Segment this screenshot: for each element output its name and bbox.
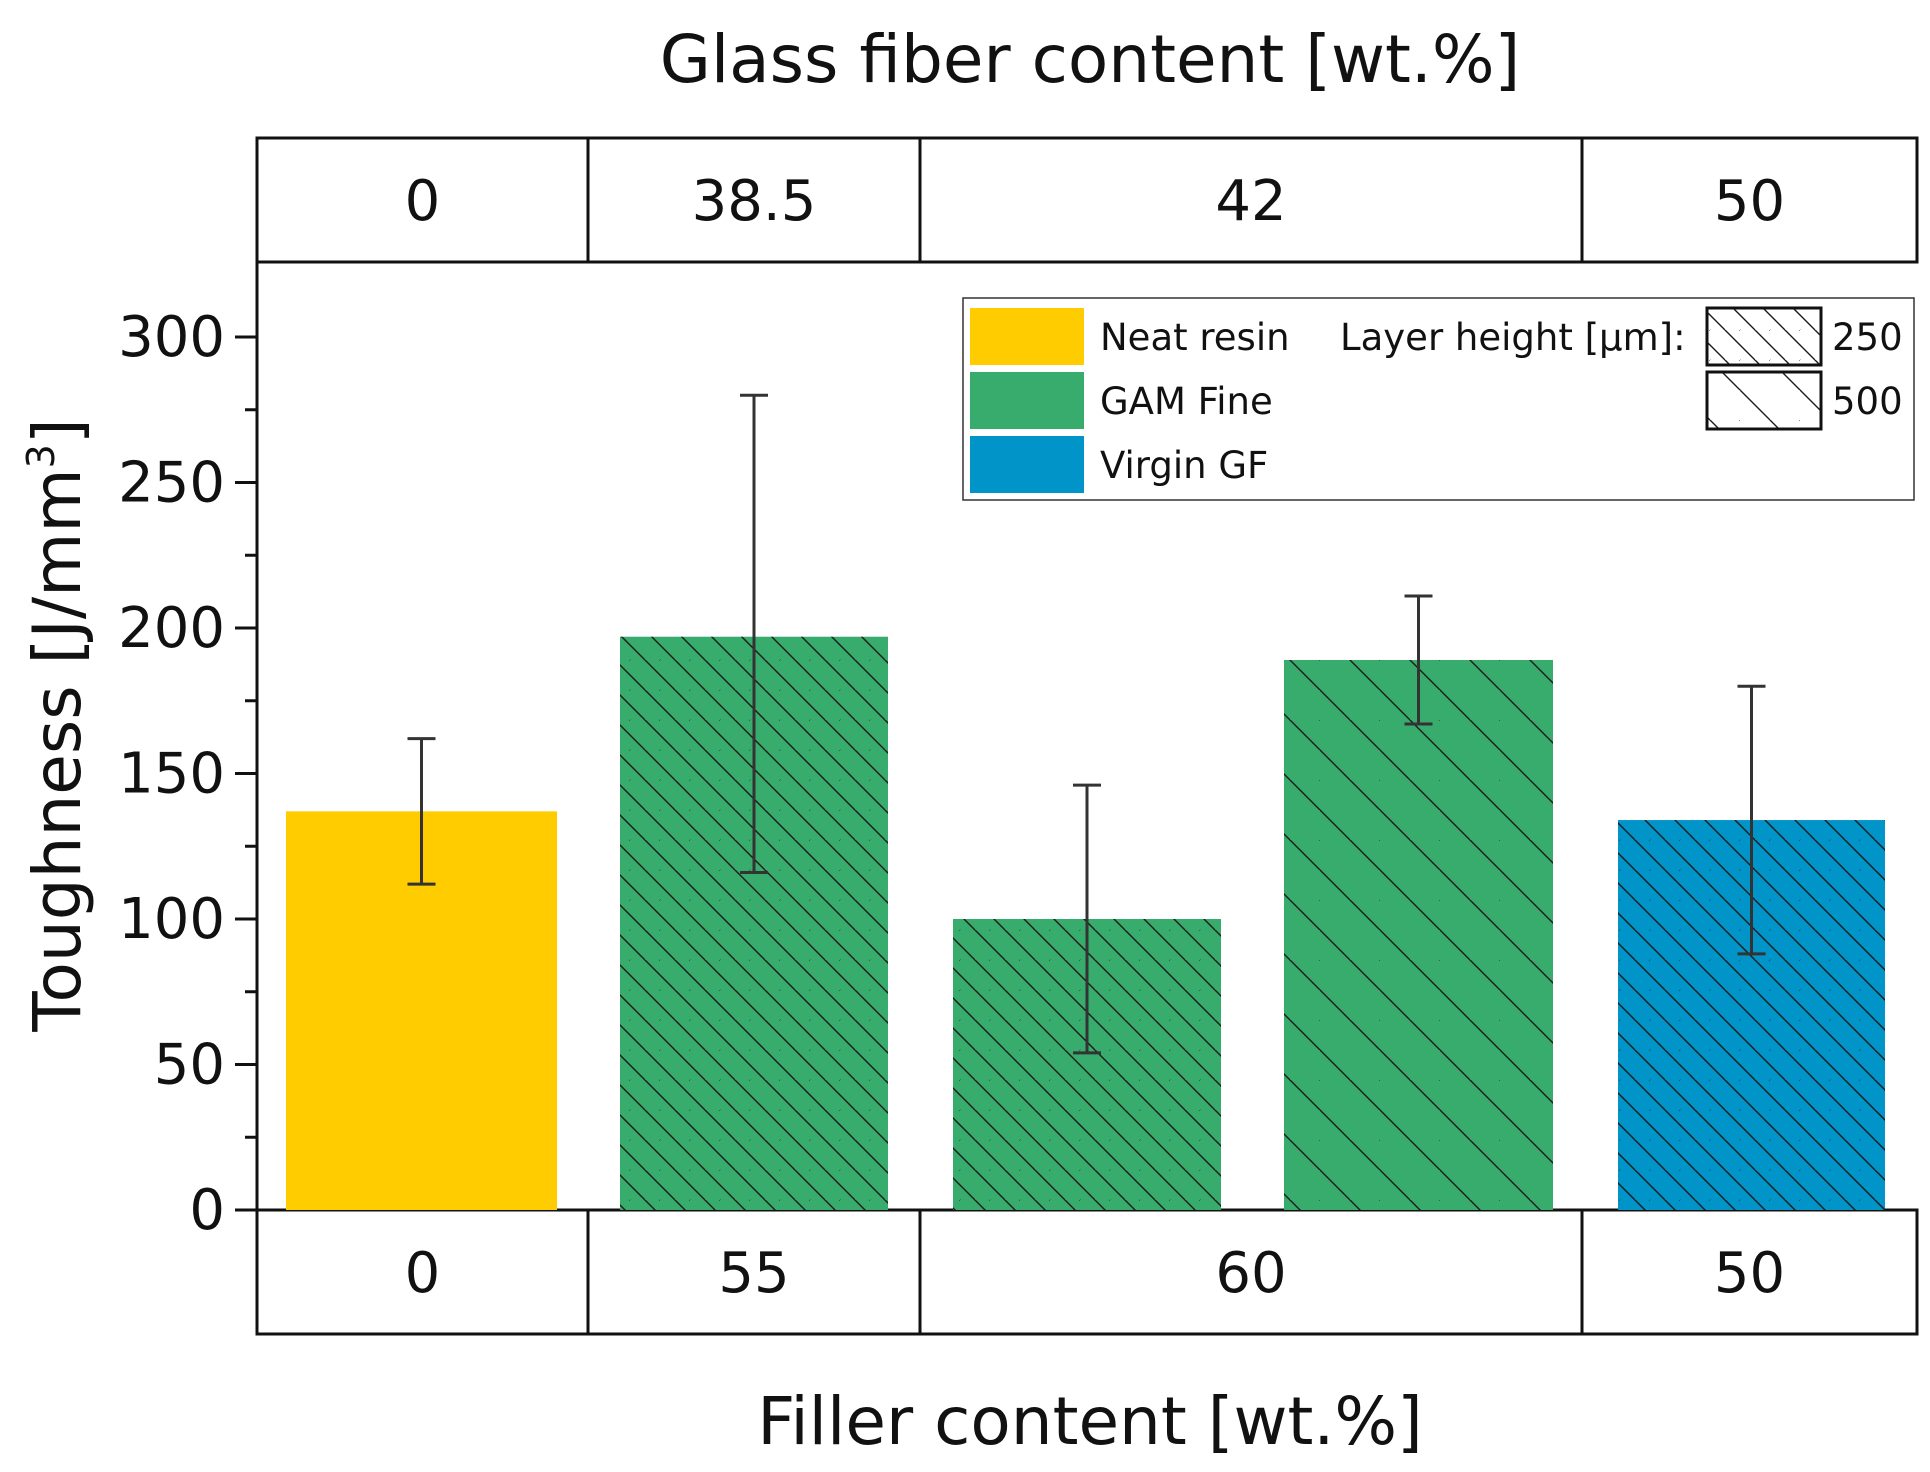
legend-swatch-gam-fine xyxy=(970,372,1084,429)
top-group-label: 50 xyxy=(1714,169,1785,234)
bottom-group-label: 60 xyxy=(1215,1241,1286,1306)
y-tick-label: 0 xyxy=(189,1178,225,1243)
top-group-label: 42 xyxy=(1215,169,1286,234)
top-group-table: 0 38.5 42 50 xyxy=(255,136,1919,264)
legend-label-neat-resin: Neat resin xyxy=(1100,316,1290,359)
y-tick-label: 150 xyxy=(118,742,225,807)
legend-swatch-neat-resin xyxy=(970,308,1084,365)
legend-label-layer-250: 250 xyxy=(1832,316,1903,359)
legend-swatch-virgin-gf xyxy=(970,436,1084,493)
y-tick-label: 50 xyxy=(154,1033,225,1098)
top-table-frame xyxy=(255,136,1919,264)
legend: Neat resin GAM Fine Virgin GF Layer heig… xyxy=(962,297,1915,501)
bars xyxy=(286,636,1885,1210)
y-axis: 0 50 100 150 200 250 300 xyxy=(118,262,259,1243)
bar-hatch xyxy=(1284,660,1553,1210)
bottom-table-frame xyxy=(255,1208,1919,1336)
y-axis-label: Toughness [J/mm3] xyxy=(19,418,96,1032)
legend-swatch-layer-500 xyxy=(1705,370,1823,431)
legend-layer-height-label: Layer height [µm]: xyxy=(1340,316,1686,359)
legend-label-gam-fine: GAM Fine xyxy=(1100,380,1273,423)
y-tick-label: 250 xyxy=(118,451,225,516)
top-axis-title: Glass fiber content [wt.%] xyxy=(660,21,1521,98)
legend-label-virgin-gf: Virgin GF xyxy=(1100,444,1268,487)
error-bars xyxy=(407,393,1766,1055)
legend-swatch-layer-250 xyxy=(1705,306,1823,367)
bottom-group-label: 50 xyxy=(1714,1241,1785,1306)
bottom-group-label: 55 xyxy=(718,1241,789,1306)
top-group-label: 0 xyxy=(405,169,441,234)
y-tick-label: 100 xyxy=(118,887,225,952)
y-tick-label: 200 xyxy=(118,596,225,661)
top-group-label: 38.5 xyxy=(692,169,817,234)
y-tick-label: 300 xyxy=(118,305,225,370)
bottom-axis-title: Filler content [wt.%] xyxy=(757,1383,1423,1460)
bottom-group-label: 0 xyxy=(405,1241,441,1306)
bottom-group-table: 0 55 60 50 xyxy=(255,1208,1919,1336)
legend-label-layer-500: 500 xyxy=(1832,380,1903,423)
